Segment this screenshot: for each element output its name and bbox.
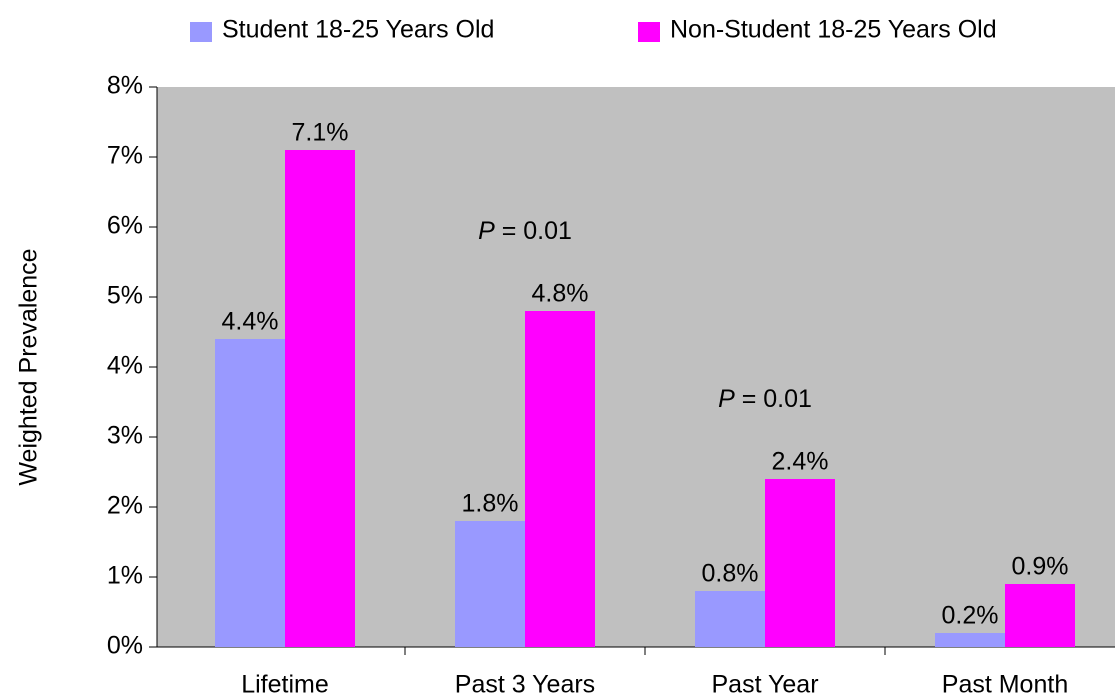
annotation-variable: P <box>478 217 495 245</box>
value-label: 0.8% <box>702 560 759 588</box>
value-label: 4.8% <box>532 280 589 308</box>
value-label: 2.4% <box>772 448 829 476</box>
value-label: 1.8% <box>462 490 519 518</box>
bar <box>695 591 765 647</box>
bar <box>455 521 525 647</box>
y-axis-label: Weighted Prevalence <box>15 248 43 485</box>
bar <box>935 633 1005 647</box>
y-tick-label: 1% <box>107 562 143 590</box>
value-label: 7.1% <box>292 119 349 147</box>
bar <box>525 311 595 647</box>
y-tick-label: 7% <box>107 142 143 170</box>
value-label: 0.2% <box>942 602 999 630</box>
legend-swatch <box>638 22 660 42</box>
bar <box>1005 584 1075 647</box>
bar <box>765 479 835 647</box>
legend-swatch <box>190 22 212 42</box>
x-tick-label: Past 3 Years <box>455 671 595 696</box>
y-tick-label: 8% <box>107 72 143 100</box>
y-tick-label: 2% <box>107 492 143 520</box>
annotation-text: = 0.01 <box>495 217 572 245</box>
x-tick-label: Lifetime <box>241 671 329 696</box>
y-tick-label: 3% <box>107 422 143 450</box>
annotation-text: = 0.01 <box>735 385 812 413</box>
annotation: P = 0.01 <box>478 217 572 245</box>
value-label: 0.9% <box>1012 553 1069 581</box>
annotation-variable: P <box>718 385 735 413</box>
value-label: 4.4% <box>222 308 279 336</box>
annotation: P = 0.01 <box>718 385 812 413</box>
y-tick-label: 0% <box>107 632 143 660</box>
legend-label: Student 18-25 Years Old <box>222 16 494 44</box>
y-tick-label: 4% <box>107 352 143 380</box>
x-tick-label: Past Month <box>942 671 1068 696</box>
y-tick-label: 5% <box>107 282 143 310</box>
x-tick-label: Past Year <box>711 671 818 696</box>
y-tick-label: 6% <box>107 212 143 240</box>
legend-label: Non-Student 18-25 Years Old <box>670 16 997 44</box>
bar <box>215 339 285 647</box>
bar <box>285 150 355 647</box>
